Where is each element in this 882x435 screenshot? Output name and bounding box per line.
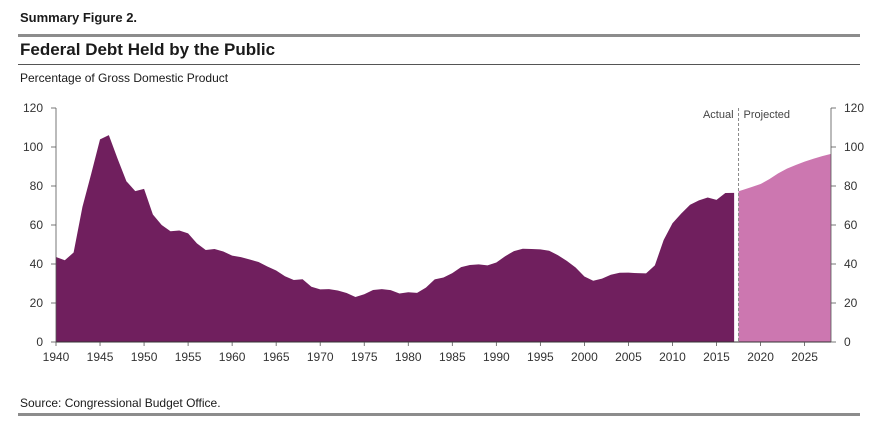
- y-tick-label-right: 40: [844, 257, 858, 271]
- x-tick-label: 1965: [263, 350, 290, 364]
- y-tick-label-right: 80: [844, 179, 858, 193]
- y-tick-label-right: 100: [844, 140, 864, 154]
- y-tick-label-left: 120: [23, 101, 43, 115]
- x-tick-label: 2025: [791, 350, 818, 364]
- actual-label: Actual: [703, 109, 734, 121]
- x-tick-label: 2020: [747, 350, 774, 364]
- y-tick-label-left: 100: [23, 140, 43, 154]
- chart-axes: [51, 107, 836, 346]
- x-tick-label: 1985: [439, 350, 466, 364]
- x-tick-label: 1980: [395, 350, 422, 364]
- projected-label: Projected: [744, 109, 790, 121]
- chart-areas: [56, 135, 831, 342]
- chart-title: Federal Debt Held by the Public: [20, 40, 276, 59]
- x-tick-label: 2010: [659, 350, 686, 364]
- y-tick-label-right: 20: [844, 296, 858, 310]
- y-tick-label-right: 60: [844, 218, 858, 232]
- y-tick-label-left: 0: [36, 335, 43, 349]
- figure-label: Summary Figure 2.: [20, 10, 138, 25]
- y-tick-label-left: 80: [30, 179, 44, 193]
- x-tick-label: 2000: [571, 350, 598, 364]
- x-tick-label: 1990: [483, 350, 510, 364]
- area-actual: [56, 135, 735, 342]
- x-tick-label: 1970: [307, 350, 334, 364]
- x-tick-label: 1960: [219, 350, 246, 364]
- x-tick-label: 1950: [131, 350, 158, 364]
- bottom-rule: [18, 413, 860, 416]
- y-tick-label-right: 120: [844, 101, 864, 115]
- x-tick-label: 1995: [527, 350, 554, 364]
- x-tick-label: 1940: [43, 350, 70, 364]
- y-tick-label-left: 60: [30, 218, 44, 232]
- x-tick-label: 1955: [175, 350, 202, 364]
- y-tick-label-left: 20: [30, 296, 44, 310]
- y-tick-label-right: 0: [844, 335, 851, 349]
- x-tick-label: 2005: [615, 350, 642, 364]
- area-projected: [738, 153, 831, 342]
- y-tick-label-left: 40: [30, 257, 44, 271]
- title-rule: [18, 64, 860, 65]
- chart-subtitle: Percentage of Gross Domestic Product: [20, 71, 229, 85]
- top-rule: [18, 34, 860, 37]
- x-tick-label: 1945: [87, 350, 114, 364]
- source-note: Source: Congressional Budget Office.: [20, 396, 221, 410]
- x-tick-label: 2015: [703, 350, 730, 364]
- x-tick-label: 1975: [351, 350, 378, 364]
